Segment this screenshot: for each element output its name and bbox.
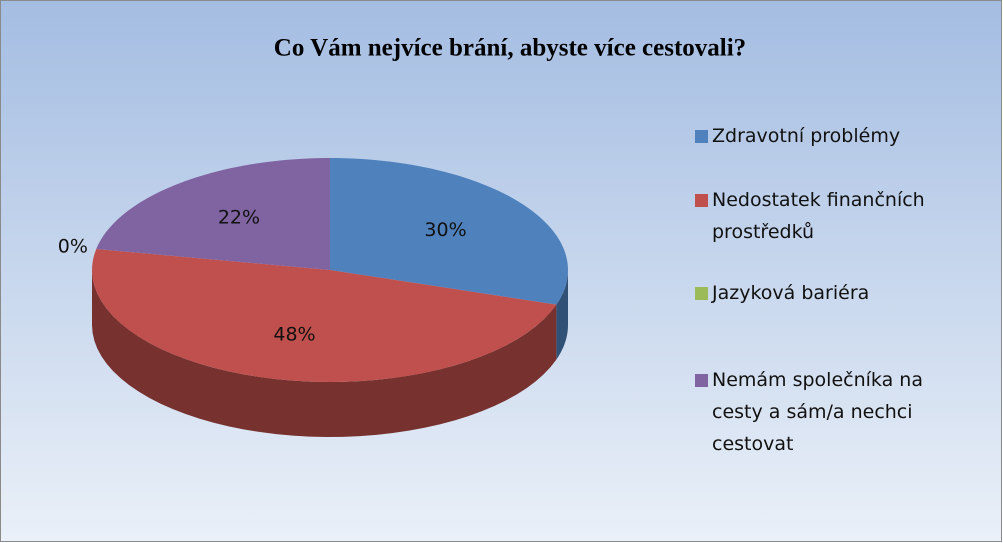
data-label: 48% [273,324,315,346]
legend-swatch [695,374,708,387]
legend-label: Nedostatek finančních prostředků [712,189,925,243]
data-label: 0% [58,235,88,257]
slice [330,158,568,305]
data-label: 22% [218,207,260,229]
legend-swatch [695,130,708,143]
chart-title: Co Vám nejvíce brání, abyste více cestov… [274,35,746,62]
legend-label: Jazyková bariéra [712,282,870,304]
legend-swatch [695,287,708,300]
legend-label: Zdravotní problémy [712,125,901,147]
legend-swatch [695,194,708,207]
slice [96,158,330,270]
data-label: 30% [424,219,466,241]
slice-side [92,270,557,437]
legend-label: Nemám společníka na cesty a sám/a nechci… [712,369,923,455]
slice-side [556,270,568,360]
slice [92,249,557,382]
